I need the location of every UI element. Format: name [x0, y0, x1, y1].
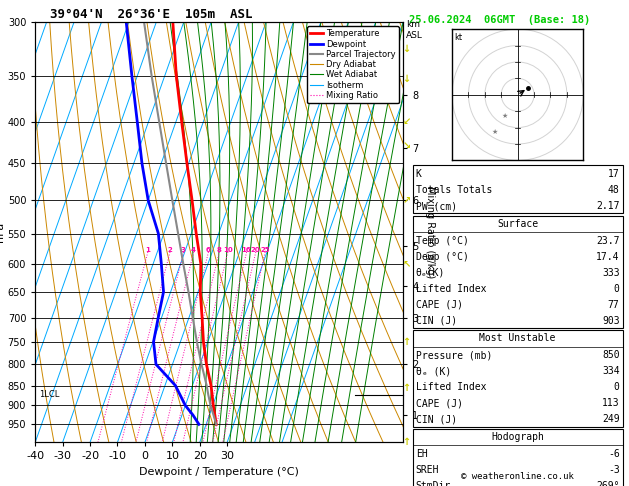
- Text: ↑: ↑: [403, 437, 410, 447]
- Text: CIN (J): CIN (J): [416, 316, 457, 326]
- Text: ↖: ↖: [403, 259, 410, 269]
- Text: 39°04'N  26°36'E  105m  ASL: 39°04'N 26°36'E 105m ASL: [35, 8, 253, 21]
- Text: 333: 333: [602, 268, 620, 278]
- Text: Dewp (°C): Dewp (°C): [416, 252, 469, 261]
- Text: CAPE (J): CAPE (J): [416, 399, 463, 408]
- Text: CIN (J): CIN (J): [416, 415, 457, 424]
- Text: 77: 77: [608, 300, 620, 310]
- Text: 17: 17: [608, 169, 620, 179]
- Text: K: K: [416, 169, 421, 179]
- Text: Temp (°C): Temp (°C): [416, 236, 469, 245]
- Text: θₑ(K): θₑ(K): [416, 268, 445, 278]
- Text: CAPE (J): CAPE (J): [416, 300, 463, 310]
- Text: 8: 8: [216, 247, 221, 253]
- Text: SREH: SREH: [416, 465, 439, 475]
- Text: 3: 3: [181, 247, 186, 253]
- Text: θₑ (K): θₑ (K): [416, 366, 451, 376]
- Text: Surface: Surface: [497, 219, 538, 229]
- Text: Hodograph: Hodograph: [491, 432, 544, 442]
- Text: km
ASL: km ASL: [406, 20, 423, 40]
- Text: 249: 249: [602, 415, 620, 424]
- Text: kt: kt: [455, 33, 463, 42]
- Text: 0: 0: [614, 284, 620, 294]
- Text: ↙: ↙: [403, 117, 410, 127]
- Text: Lifted Index: Lifted Index: [416, 284, 486, 294]
- Text: 25.06.2024  06GMT  (Base: 18): 25.06.2024 06GMT (Base: 18): [409, 15, 591, 25]
- Text: 16: 16: [242, 247, 251, 253]
- Text: 334: 334: [602, 366, 620, 376]
- Text: 25: 25: [260, 247, 270, 253]
- Text: PW (cm): PW (cm): [416, 201, 457, 211]
- Text: © weatheronline.co.uk: © weatheronline.co.uk: [461, 472, 574, 481]
- Text: 4: 4: [191, 247, 196, 253]
- Y-axis label: hPa: hPa: [0, 222, 5, 242]
- Text: ↓: ↓: [403, 73, 410, 84]
- Text: 903: 903: [602, 316, 620, 326]
- Text: ↑: ↑: [403, 383, 410, 394]
- Text: 113: 113: [602, 399, 620, 408]
- Text: -6: -6: [608, 449, 620, 459]
- Text: ★: ★: [501, 113, 508, 119]
- Text: 269°: 269°: [596, 481, 620, 486]
- Text: ↓: ↓: [403, 44, 410, 54]
- Text: 1: 1: [145, 247, 150, 253]
- Text: 0: 0: [614, 382, 620, 392]
- Text: Totals Totals: Totals Totals: [416, 185, 492, 195]
- Text: StmDir: StmDir: [416, 481, 451, 486]
- Text: 20: 20: [251, 247, 260, 253]
- Text: Pressure (mb): Pressure (mb): [416, 350, 492, 360]
- Text: 6: 6: [206, 247, 211, 253]
- Text: 10: 10: [223, 247, 233, 253]
- Text: Lifted Index: Lifted Index: [416, 382, 486, 392]
- Text: ↑: ↑: [403, 337, 410, 347]
- Text: 48: 48: [608, 185, 620, 195]
- Text: EH: EH: [416, 449, 428, 459]
- Text: ★: ★: [492, 129, 498, 135]
- Text: 850: 850: [602, 350, 620, 360]
- Text: 17.4: 17.4: [596, 252, 620, 261]
- Text: 2: 2: [167, 247, 172, 253]
- Text: 1LCL: 1LCL: [40, 390, 60, 399]
- Legend: Temperature, Dewpoint, Parcel Trajectory, Dry Adiabat, Wet Adiabat, Isotherm, Mi: Temperature, Dewpoint, Parcel Trajectory…: [307, 26, 399, 103]
- Text: Most Unstable: Most Unstable: [479, 333, 556, 344]
- X-axis label: Dewpoint / Temperature (°C): Dewpoint / Temperature (°C): [139, 467, 299, 477]
- Text: 23.7: 23.7: [596, 236, 620, 245]
- Text: ↘: ↘: [403, 141, 410, 152]
- Text: -3: -3: [608, 465, 620, 475]
- Y-axis label: Mixing Ratio (g/kg): Mixing Ratio (g/kg): [425, 186, 435, 278]
- Text: 2.17: 2.17: [596, 201, 620, 211]
- Text: ↗: ↗: [403, 195, 410, 205]
